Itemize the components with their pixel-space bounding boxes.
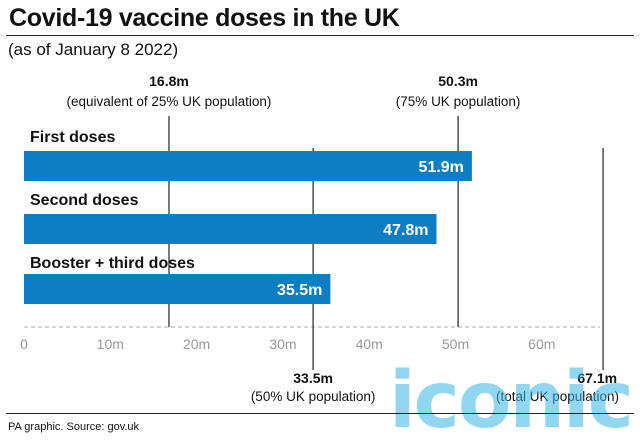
watermark-logo: iconic	[388, 356, 634, 446]
chart-title: Covid-19 vaccine doses in the UK	[9, 4, 400, 32]
bar-0	[24, 151, 472, 181]
reference-sublabel-1: (75% UK population)	[396, 94, 521, 109]
title-rule	[6, 35, 634, 36]
bar-category-label-2: Booster + third doses	[30, 255, 195, 272]
reference-value-1: 50.3m	[438, 73, 478, 89]
reference-sublabel-0: (equivalent of 25% UK population)	[67, 94, 272, 109]
x-tick-label-4: 40m	[356, 336, 383, 352]
reference-value-3: 67.1m	[577, 370, 617, 386]
reference-sublabel-3: (total UK population)	[496, 389, 619, 404]
x-tick-label-6: 60m	[528, 336, 555, 352]
bar-1	[24, 214, 437, 244]
bar-category-label-0: First doses	[30, 129, 115, 146]
bar-2	[24, 274, 331, 304]
x-tick-label-0: 0	[20, 336, 28, 352]
x-tick-label-2: 20m	[183, 336, 210, 352]
footer-rule	[6, 413, 634, 414]
source-footer: PA graphic. Source: gov.uk	[8, 421, 140, 433]
bar-category-label-1: Second doses	[30, 192, 139, 209]
bar-value-label-2: 35.5m	[277, 282, 322, 299]
reference-sublabel-2: (50% UK population)	[251, 389, 376, 404]
bar-value-label-0: 51.9m	[419, 159, 464, 176]
x-tick-label-3: 30m	[269, 336, 296, 352]
chart-subtitle: (as of January 8 2022)	[8, 40, 179, 59]
reference-value-2: 33.5m	[293, 370, 333, 386]
x-tick-label-5: 50m	[442, 336, 469, 352]
bar-value-label-1: 47.8m	[383, 222, 428, 239]
reference-value-0: 16.8m	[149, 73, 189, 89]
x-tick-label-1: 10m	[97, 336, 124, 352]
